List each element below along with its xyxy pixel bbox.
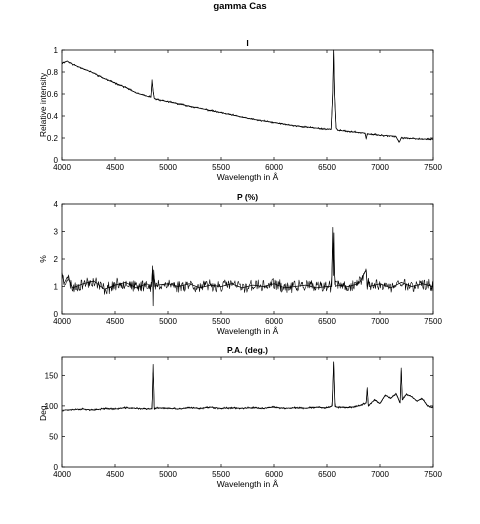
x-tick-label: 6000 <box>265 163 283 172</box>
panel-polarization: 4000 4500 5000 5500 6000 6500 7000 7500 0 1 2 3 4 P (… <box>38 192 442 336</box>
y-tick-label: 50 <box>49 432 58 441</box>
x-tick-label: 5000 <box>159 470 177 479</box>
x-tick-label: 5500 <box>212 470 230 479</box>
x-tick-label: 6500 <box>318 470 336 479</box>
y-tick-label: 150 <box>45 371 59 380</box>
x-axis-label: Wavelength in Å <box>217 479 279 489</box>
plot-frame <box>61 356 434 468</box>
x-tick-label: 4500 <box>106 163 124 172</box>
panel-title: P.A. (deg.) <box>227 345 268 355</box>
plot-frame <box>61 203 434 315</box>
y-tick-label: 0.6 <box>47 90 59 99</box>
x-tick-label: 7000 <box>371 163 389 172</box>
x-tick-label: 7500 <box>424 163 442 172</box>
y-tick-label: 0.4 <box>47 112 59 121</box>
panel-intensity: 4000 4500 5000 5500 6000 6500 7000 7500 0 0.2 0.4 0… <box>38 38 442 182</box>
y-tick-label: 0.2 <box>47 134 59 143</box>
y-axis-label: % <box>38 255 48 263</box>
x-tick-label: 5500 <box>212 163 230 172</box>
y-tick-label: 0 <box>54 463 59 472</box>
y-axis-label: Relative intensity <box>38 72 48 137</box>
y-tick-label: 0 <box>54 156 59 165</box>
y-tick-label: 0 <box>54 310 59 319</box>
x-tick-label: 4000 <box>53 470 71 479</box>
x-tick-label: 7500 <box>424 317 442 326</box>
panel-position-angle: 4000 4500 5000 5500 6000 6500 7000 7500 0 50 100 15… <box>38 345 442 489</box>
x-axis-label: Wavelength in Å <box>217 326 279 336</box>
x-tick-label: 5000 <box>159 317 177 326</box>
plot-frame <box>61 49 434 161</box>
x-tick-label: 4500 <box>106 470 124 479</box>
x-tick-label: 6000 <box>265 470 283 479</box>
panel-title: P (%) <box>237 192 258 202</box>
x-tick-label: 4000 <box>53 163 71 172</box>
y-tick-label: 2 <box>54 255 59 264</box>
spectrum-envelope <box>61 361 434 411</box>
y-tick-label: 1 <box>54 283 59 292</box>
y-tick-label: 0.8 <box>47 68 59 77</box>
x-tick-label: 5500 <box>212 317 230 326</box>
y-tick-label: 1 <box>54 46 59 55</box>
spectrum-trace <box>61 49 434 142</box>
x-axis-label: Wavelength in Å <box>217 172 279 182</box>
y-tick-label: 100 <box>45 402 59 411</box>
x-tick-label: 4500 <box>106 317 124 326</box>
y-tick-label: 3 <box>54 228 59 237</box>
spectrum-trace <box>61 242 434 295</box>
x-tick-label: 7000 <box>371 470 389 479</box>
y-axis-label: Deg. <box>38 403 48 421</box>
spectrum-trace <box>61 361 434 412</box>
y-tick-label: 4 <box>54 200 59 209</box>
figure-title: gamma Cas <box>213 1 266 12</box>
x-tick-label: 5000 <box>159 163 177 172</box>
x-tick-label: 7000 <box>371 317 389 326</box>
x-tick-label: 6000 <box>265 317 283 326</box>
x-tick-label: 7500 <box>424 470 442 479</box>
x-tick-label: 6500 <box>318 317 336 326</box>
x-tick-label: 6500 <box>318 163 336 172</box>
panel-title: I <box>246 38 248 48</box>
x-tick-label: 4000 <box>53 317 71 326</box>
spectrum-envelope <box>61 49 433 143</box>
spectrum-envelope <box>61 227 434 307</box>
